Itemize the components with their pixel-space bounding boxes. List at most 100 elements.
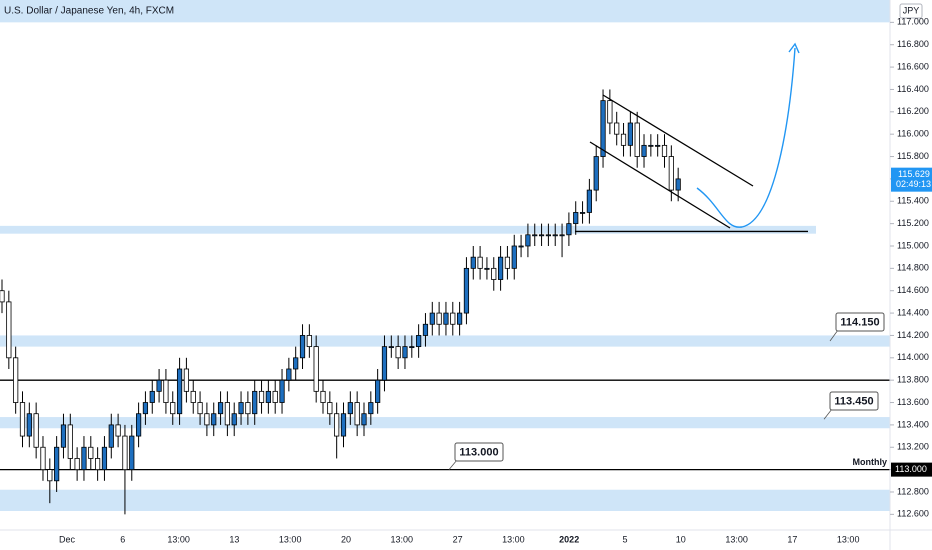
zone (0, 417, 890, 429)
y-tick-label: 114.400 (897, 307, 929, 317)
y-tick-label: 115.400 (897, 196, 929, 206)
candle-body (504, 256, 511, 269)
candle-body (620, 133, 627, 146)
candle-body (217, 402, 224, 415)
candle-body (204, 413, 210, 426)
y-tick-label: 113.400 (897, 419, 929, 429)
y-tick-label: 117.000 (897, 17, 929, 27)
candle-body (252, 390, 258, 415)
candle-body (614, 122, 620, 135)
axis-marker (891, 462, 932, 477)
candle-body (142, 402, 149, 415)
y-tick-label: 112.600 (897, 509, 929, 519)
arrow-head (788, 42, 800, 54)
callout-pointer (829, 329, 839, 342)
last-price-box (891, 167, 932, 192)
candle-body (511, 245, 517, 269)
candle-body (552, 234, 558, 237)
candle-body (13, 357, 19, 403)
x-tick-label: 5 (622, 534, 627, 544)
x-tick-label: 27 (453, 534, 463, 544)
currency-box (899, 3, 923, 19)
candle-body (566, 223, 572, 236)
candle-body (641, 144, 647, 157)
y-tick-label: 113.600 (897, 397, 929, 407)
candle-body (463, 267, 470, 314)
candle-body (26, 413, 32, 437)
candle-body (279, 379, 285, 403)
candle-body (293, 357, 299, 370)
zone (0, 335, 890, 347)
callout-pointer (448, 459, 458, 470)
callout-label: 114.150 (840, 316, 879, 328)
candle-body (272, 390, 278, 403)
candle-body (170, 402, 176, 415)
candle-body (67, 424, 73, 459)
x-tick-label: 13:00 (279, 534, 302, 544)
candle-body (388, 346, 394, 349)
candle-body (361, 413, 367, 426)
candle-body (101, 446, 108, 471)
candle-body (559, 234, 565, 237)
candle-body (532, 234, 538, 237)
candle-body (607, 100, 613, 124)
candle-body (600, 100, 606, 157)
candle-body (579, 212, 586, 214)
x-tick-label: 13:00 (167, 534, 190, 544)
candle-body (211, 413, 217, 426)
candle-body (81, 446, 87, 471)
candle-body (368, 402, 374, 415)
x-tick-label: 10 (676, 534, 686, 544)
channel-lower (589, 141, 731, 229)
y-tick-label: 114.200 (897, 330, 929, 340)
candle-body (381, 346, 388, 381)
y-tick-label: 115.800 (897, 151, 929, 161)
x-tick-label: 13 (229, 534, 239, 544)
candle-body (491, 267, 497, 280)
projection-arrow (696, 47, 796, 228)
candle-body (525, 234, 531, 247)
candle-body (334, 413, 340, 437)
y-tick-label: 113.800 (897, 375, 929, 385)
candle-body (238, 402, 244, 415)
callout-pointer (823, 408, 833, 420)
candle-body (347, 402, 353, 415)
countdown: 02:49:13 (896, 179, 931, 189)
candle-body (627, 122, 633, 146)
x-tick-label: 17 (787, 534, 797, 544)
callout-box (829, 391, 879, 411)
candle-body (409, 346, 415, 349)
candle-body (634, 122, 640, 157)
candle-body (286, 368, 292, 381)
x-tick-label: 13:00 (837, 534, 860, 544)
candle-body (33, 413, 39, 448)
candle-body (265, 390, 271, 403)
candle-body (655, 144, 661, 147)
candle-body (518, 245, 524, 248)
candle-body (258, 390, 265, 403)
candle-body (545, 234, 552, 237)
candle-body (40, 446, 46, 471)
y-tick-label: 116.600 (897, 61, 929, 71)
zone (0, 225, 816, 234)
callout-box (835, 312, 885, 332)
candle-body (450, 312, 456, 325)
axis-marker-label: 113.000 (895, 464, 927, 474)
candle-body (327, 402, 333, 415)
candle-body (586, 189, 592, 213)
callout-label: 113.450 (834, 395, 873, 407)
x-tick-label: 13:00 (502, 534, 525, 544)
candle-body (306, 335, 312, 348)
candle-body (573, 212, 579, 225)
candle-body (122, 435, 128, 471)
candle-body (457, 312, 463, 325)
zone (0, 0, 890, 23)
x-tick-label: 13:00 (391, 534, 414, 544)
y-tick-label: 116.200 (897, 106, 929, 116)
candle-body (313, 346, 319, 392)
candle-body (60, 424, 67, 448)
candle-body (6, 301, 12, 359)
zone (0, 489, 890, 511)
candle-body (422, 323, 429, 336)
candle-body (497, 256, 504, 280)
